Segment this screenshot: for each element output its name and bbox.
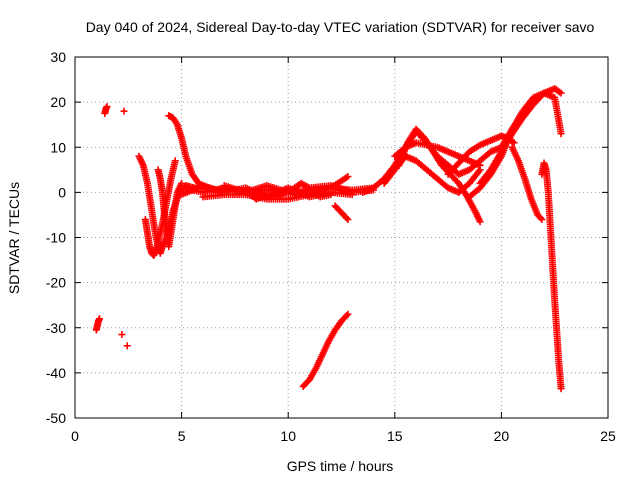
data-point-marker [123, 342, 131, 350]
x-tick-label: 0 [71, 428, 79, 444]
data-point-marker [536, 214, 544, 222]
data-point-marker [344, 310, 352, 318]
data-point-marker [118, 331, 126, 339]
data-point-marker [538, 215, 546, 223]
data-point-marker [344, 215, 352, 223]
data-points [92, 85, 565, 393]
x-tick-label: 10 [280, 428, 296, 444]
data-point-marker [343, 214, 351, 222]
data-point-marker [476, 161, 484, 169]
x-tick-label: 5 [178, 428, 186, 444]
data-point-marker [476, 218, 484, 226]
y-tick-label: -20 [46, 275, 66, 291]
chart-title: Day 040 of 2024, Sidereal Day-to-day VTE… [86, 19, 595, 35]
axis-ticks: 0 5 10 15 20 25 -50 -40 -30 -20 -10 0 10 20 30 [46, 49, 616, 444]
y-tick-label: 10 [50, 139, 66, 155]
data-point-marker [344, 173, 352, 181]
x-axis-label: GPS time / hours [287, 458, 394, 474]
data-point-marker [557, 130, 565, 138]
y-tick-label: -10 [46, 230, 66, 246]
data-point-marker [343, 312, 351, 320]
y-tick-label: 30 [50, 49, 66, 65]
y-tick-label: 20 [50, 94, 66, 110]
y-axis-label: SDTVAR / TECUs [6, 182, 22, 294]
data-point-marker [557, 385, 565, 393]
data-point-marker [510, 139, 518, 147]
data-point-marker [96, 315, 104, 323]
y-tick-label: -50 [46, 410, 66, 426]
y-tick-label: -30 [46, 320, 66, 336]
x-tick-label: 20 [494, 428, 510, 444]
data-point-marker [327, 191, 335, 199]
data-point-marker [103, 103, 111, 111]
data-point-marker [557, 89, 565, 97]
x-tick-label: 15 [387, 428, 403, 444]
data-point-marker [120, 107, 128, 115]
data-point-marker [171, 157, 179, 165]
x-tick-label: 25 [600, 428, 616, 444]
y-tick-label: -40 [46, 365, 66, 381]
y-tick-label: 0 [58, 184, 66, 200]
